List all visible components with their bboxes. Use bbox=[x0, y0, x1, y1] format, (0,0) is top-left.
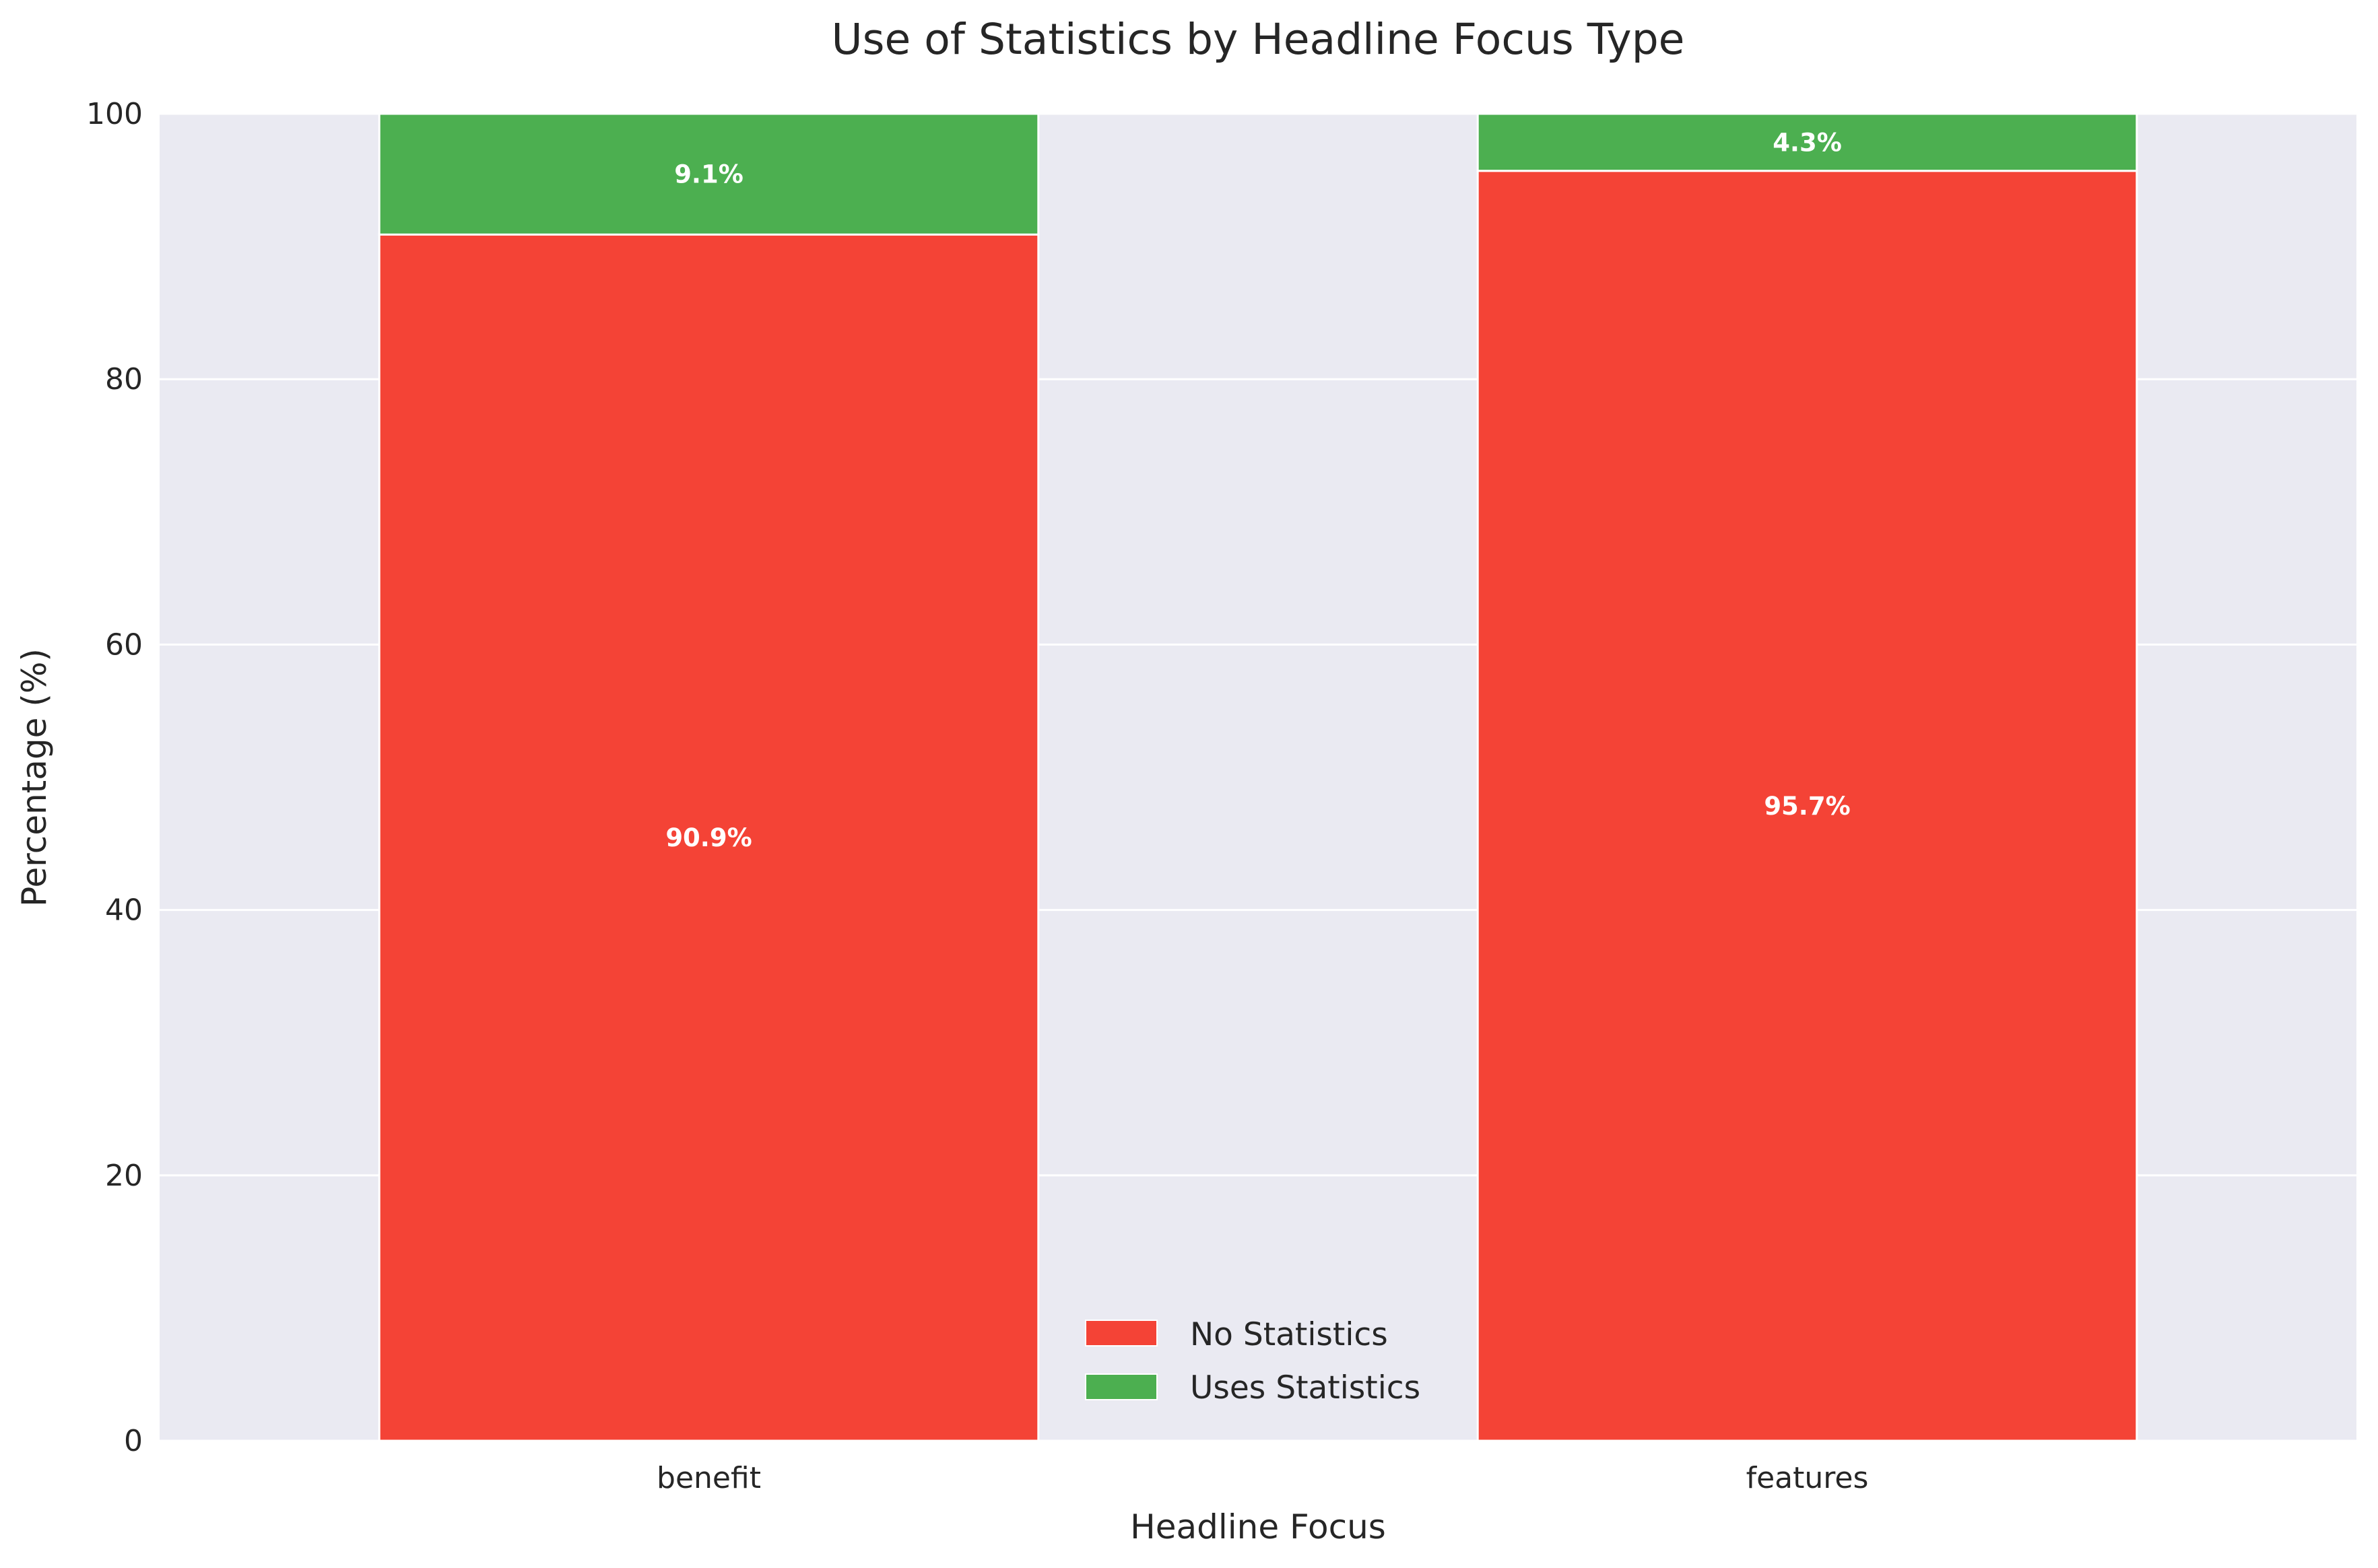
legend-label-uses-statistics: Uses Statistics bbox=[1190, 1369, 1420, 1406]
x-axis-ticks: benefit features bbox=[657, 1461, 1868, 1495]
data-label-features-uses-statistics: 4.3% bbox=[1773, 128, 1842, 157]
data-label-features-no-statistics: 95.7% bbox=[1764, 792, 1850, 821]
y-tick-label-20: 20 bbox=[105, 1159, 143, 1193]
x-tick-label-benefit: benefit bbox=[657, 1461, 761, 1495]
bars bbox=[378, 112, 2138, 1442]
y-tick-label-80: 80 bbox=[105, 362, 143, 397]
x-tick-label-features: features bbox=[1746, 1461, 1869, 1495]
data-label-benefit-uses-statistics: 9.1% bbox=[674, 160, 744, 189]
chart-title: Use of Statistics by Headline Focus Type bbox=[832, 15, 1685, 64]
legend: No Statistics Uses Statistics bbox=[1085, 1316, 1420, 1406]
y-tick-label-0: 0 bbox=[124, 1424, 143, 1458]
x-axis-label: Headline Focus bbox=[1130, 1507, 1386, 1546]
data-label-benefit-no-statistics: 90.9% bbox=[665, 823, 752, 852]
y-axis-ticks: 0 20 40 60 80 100 bbox=[86, 97, 143, 1458]
bar-benefit-no-statistics bbox=[378, 233, 1040, 1442]
y-tick-label-40: 40 bbox=[105, 893, 143, 928]
y-tick-label-100: 100 bbox=[86, 97, 143, 131]
y-axis-label: Percentage (%) bbox=[15, 648, 54, 907]
bar-benefit-uses-statistics bbox=[378, 112, 1040, 236]
bar-labels: 90.9% 9.1% 95.7% 4.3% bbox=[665, 128, 1850, 852]
legend-label-no-statistics: No Statistics bbox=[1190, 1316, 1388, 1353]
legend-swatch-no-statistics bbox=[1085, 1320, 1158, 1347]
y-tick-label-60: 60 bbox=[105, 627, 143, 662]
legend-swatch-uses-statistics bbox=[1085, 1373, 1158, 1400]
bar-features-no-statistics bbox=[1476, 170, 2138, 1442]
bar-features-uses-statistics bbox=[1476, 112, 2138, 172]
